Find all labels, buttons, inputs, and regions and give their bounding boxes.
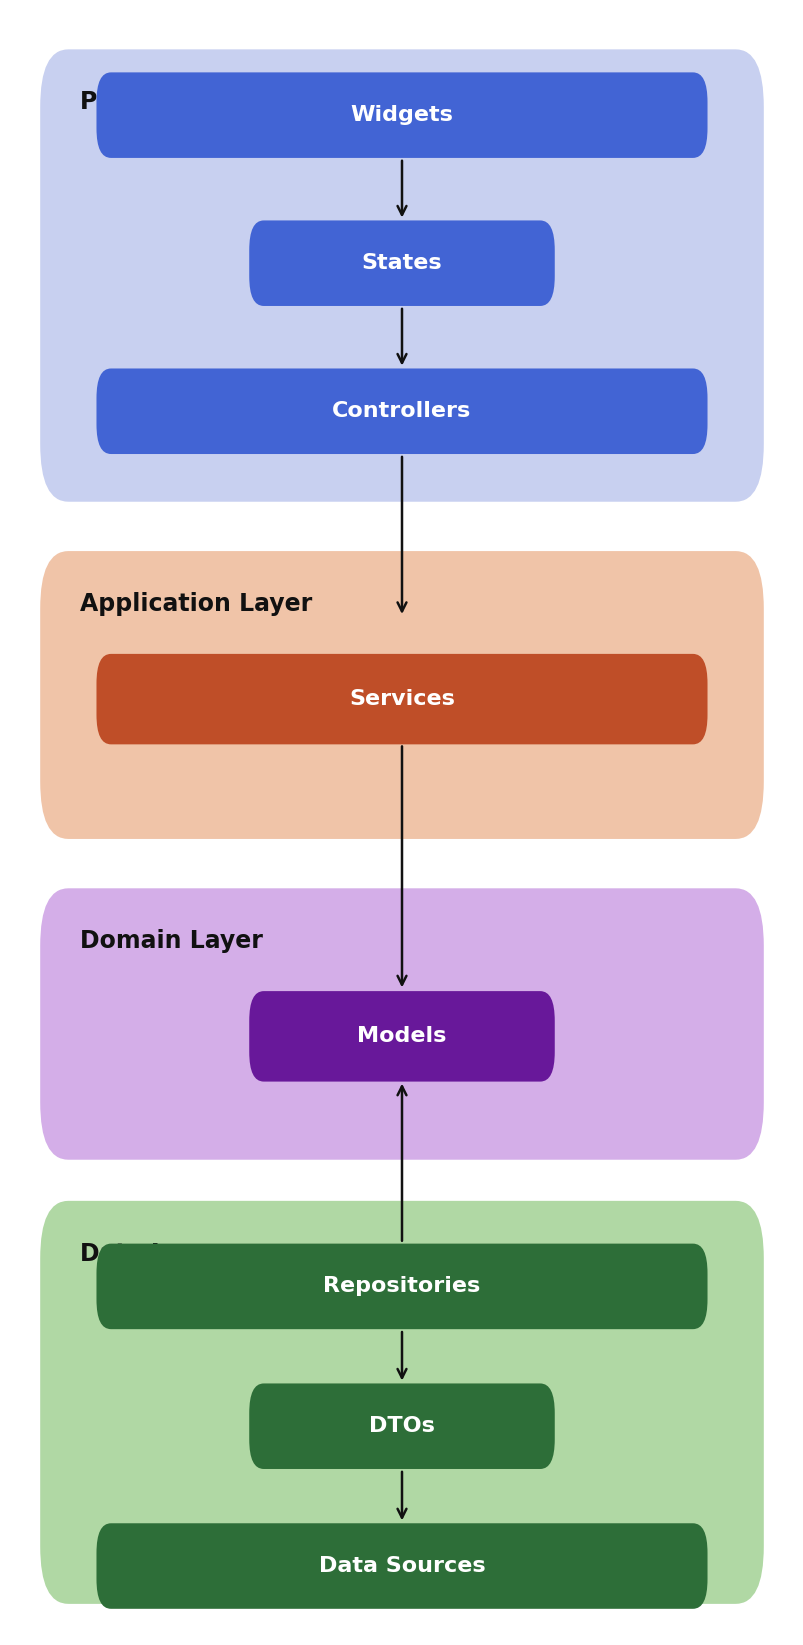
FancyBboxPatch shape	[249, 990, 554, 1082]
FancyBboxPatch shape	[96, 368, 707, 454]
Text: Repositories: Repositories	[323, 1277, 480, 1296]
FancyBboxPatch shape	[40, 888, 763, 1160]
FancyBboxPatch shape	[40, 1201, 763, 1604]
FancyBboxPatch shape	[96, 72, 707, 158]
Text: Domain Layer: Domain Layer	[80, 929, 263, 954]
Text: Presentation Layer: Presentation Layer	[80, 90, 333, 115]
Text: Application Layer: Application Layer	[80, 592, 312, 617]
Text: Data Sources: Data Sources	[318, 1556, 485, 1576]
FancyBboxPatch shape	[96, 1523, 707, 1609]
Text: Data Layer: Data Layer	[80, 1242, 224, 1267]
FancyBboxPatch shape	[40, 49, 763, 502]
FancyBboxPatch shape	[40, 551, 763, 839]
FancyBboxPatch shape	[96, 1244, 707, 1329]
Text: Widgets: Widgets	[350, 105, 453, 125]
Text: DTOs: DTOs	[369, 1416, 434, 1436]
FancyBboxPatch shape	[249, 1383, 554, 1469]
FancyBboxPatch shape	[96, 653, 707, 744]
Text: Services: Services	[349, 689, 454, 709]
Text: Controllers: Controllers	[332, 401, 471, 421]
Text: States: States	[361, 253, 442, 273]
Text: Models: Models	[357, 1026, 446, 1046]
FancyBboxPatch shape	[249, 220, 554, 306]
